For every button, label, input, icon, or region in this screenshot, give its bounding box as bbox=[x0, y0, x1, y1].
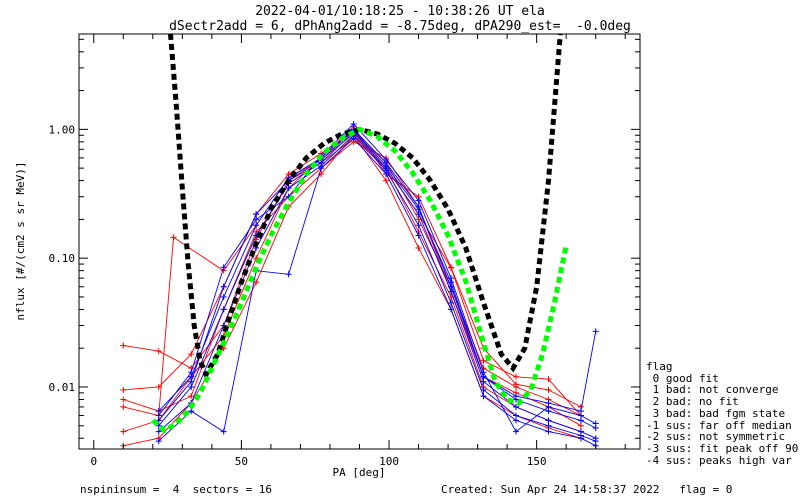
y-tick-label: 0.01 bbox=[49, 381, 76, 394]
legend-entry: -2 sus: not symmetric bbox=[646, 430, 786, 444]
legend-entry: 2 bad: no fit bbox=[646, 395, 739, 409]
data-point bbox=[220, 293, 227, 300]
series-line-6 bbox=[158, 128, 596, 429]
data-point bbox=[448, 279, 455, 286]
data-point bbox=[545, 428, 552, 435]
data-point bbox=[448, 306, 455, 313]
legend-entry: -4 sus: peaks high var bbox=[646, 453, 792, 467]
data-point bbox=[220, 306, 227, 313]
footer-created: Created: Sun Apr 24 14:58:37 2022 flag =… bbox=[441, 483, 733, 496]
data-point bbox=[188, 383, 195, 390]
data-point bbox=[120, 403, 127, 410]
data-point bbox=[383, 177, 390, 184]
data-point bbox=[383, 171, 390, 178]
data-point bbox=[480, 373, 487, 380]
data-point bbox=[188, 369, 195, 376]
x-axis-label: PA [deg] bbox=[333, 466, 386, 479]
data-point bbox=[415, 244, 422, 251]
legend-entry: 1 bad: not converge bbox=[646, 383, 779, 397]
x-tick-label: 100 bbox=[379, 455, 399, 468]
series-line-11 bbox=[158, 129, 597, 421]
data-point bbox=[253, 211, 260, 218]
legend-title: flag bbox=[646, 360, 673, 373]
data-point bbox=[415, 222, 422, 229]
data-point bbox=[253, 222, 260, 229]
data-point bbox=[480, 393, 487, 400]
chart-title-line2: dSectr2add = 6, dPhAng2add = -8.75deg, d… bbox=[169, 19, 631, 34]
data-point bbox=[155, 438, 162, 445]
data-point bbox=[120, 396, 127, 403]
data-point bbox=[592, 420, 599, 427]
data-point bbox=[545, 376, 552, 383]
series-line-10 bbox=[158, 137, 596, 447]
data-point bbox=[512, 381, 519, 388]
data-point bbox=[545, 422, 552, 429]
flag-legend: flag 0 good fit 1 bad: not converge 2 ba… bbox=[646, 361, 798, 466]
data-point bbox=[155, 428, 162, 435]
data-point bbox=[285, 185, 292, 192]
data-point bbox=[545, 417, 552, 424]
data-point bbox=[577, 435, 584, 442]
data-point bbox=[220, 283, 227, 290]
data-point bbox=[383, 162, 390, 169]
data-point bbox=[545, 400, 552, 407]
data-point bbox=[545, 386, 552, 393]
data-point bbox=[318, 165, 325, 172]
legend-entry: -1 sus: far off median bbox=[646, 418, 792, 432]
x-tick-label: 150 bbox=[527, 455, 547, 468]
data-point bbox=[415, 197, 422, 204]
black-fit-curve bbox=[168, 34, 563, 381]
data-point bbox=[512, 403, 519, 410]
data-point bbox=[155, 348, 162, 355]
data-point bbox=[577, 422, 584, 429]
data-point bbox=[383, 156, 390, 163]
x-tick-label: 50 bbox=[235, 455, 248, 468]
data-point bbox=[155, 422, 162, 429]
data-point bbox=[512, 428, 519, 435]
data-point bbox=[448, 299, 455, 306]
data-point bbox=[188, 351, 195, 358]
data-point bbox=[188, 393, 195, 400]
series-line-0 bbox=[123, 131, 582, 417]
data-point bbox=[512, 373, 519, 380]
data-point bbox=[350, 121, 357, 128]
data-point bbox=[512, 393, 519, 400]
data-point bbox=[415, 232, 422, 239]
legend-entry: 0 good fit bbox=[646, 371, 719, 385]
data-point bbox=[415, 206, 422, 213]
data-point bbox=[220, 428, 227, 435]
series-line-5 bbox=[123, 133, 582, 417]
series-line-8 bbox=[158, 134, 596, 442]
data-point bbox=[512, 417, 519, 424]
y-axis-label: nflux [#/(cm2 s sr MeV)] bbox=[14, 162, 27, 321]
data-point bbox=[120, 428, 127, 435]
green-fit-curve bbox=[151, 126, 569, 434]
data-point bbox=[577, 408, 584, 415]
data-point bbox=[188, 378, 195, 385]
data-point bbox=[350, 135, 357, 142]
chart-title-line1: 2022-04-01/10:18:25 - 10:38:26 UT ela bbox=[255, 4, 545, 19]
data-point bbox=[480, 357, 487, 364]
data-point bbox=[120, 342, 127, 349]
legend-entry: -3 sus: fit peak off 90 bbox=[646, 441, 799, 455]
data-point bbox=[285, 271, 292, 278]
legend-entry: 3 bad: bad fgm state bbox=[646, 406, 786, 420]
y-tick-label: 1.00 bbox=[49, 123, 76, 136]
y-tick-label: 0.10 bbox=[49, 252, 76, 265]
data-point bbox=[170, 234, 177, 241]
data-point bbox=[120, 386, 127, 393]
data-point bbox=[592, 328, 599, 335]
data-point bbox=[220, 264, 227, 271]
x-tick-label: 0 bbox=[90, 455, 97, 468]
data-point bbox=[448, 264, 455, 271]
data-point bbox=[188, 408, 195, 415]
plot-frame bbox=[78, 33, 641, 450]
data-point bbox=[448, 288, 455, 295]
footer-params: nspininsum = 4 sectors = 16 bbox=[80, 483, 273, 496]
